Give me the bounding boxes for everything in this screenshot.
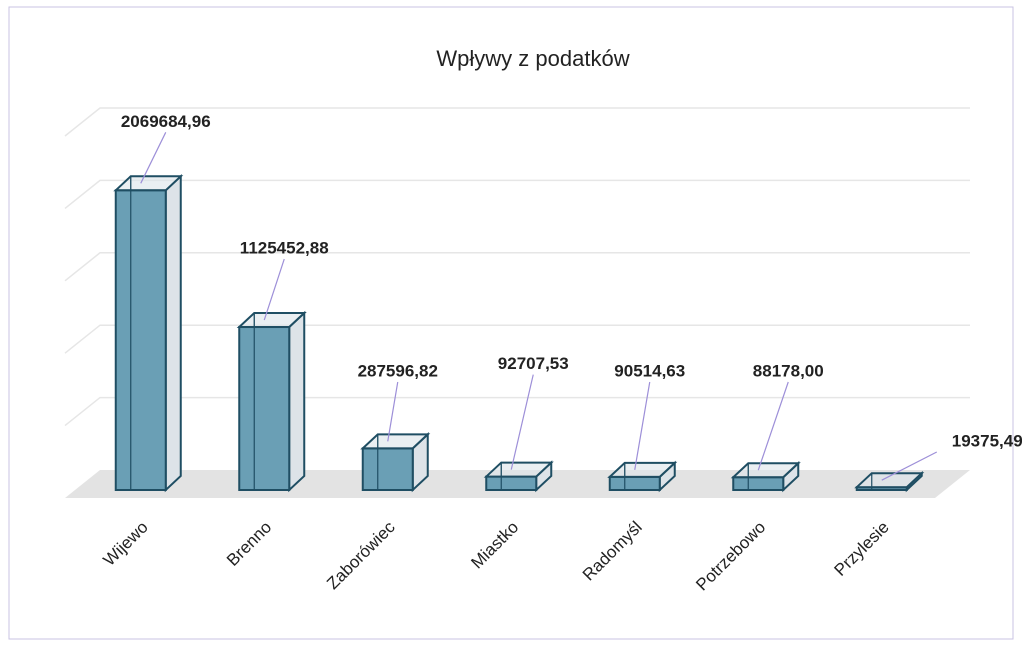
grid-line — [64, 324, 970, 354]
bar — [732, 476, 785, 491]
leader-line — [140, 132, 167, 184]
data-label: 90514,63 — [614, 361, 685, 380]
bar-top — [236, 312, 307, 329]
bar — [114, 189, 167, 491]
data-label: 19375,49 — [952, 431, 1022, 450]
leader-line — [387, 381, 399, 442]
bar-top — [607, 461, 678, 478]
bar — [608, 475, 661, 492]
data-label: 1125452,88 — [240, 239, 329, 258]
data-label: 88178,00 — [753, 361, 824, 380]
chart-title: Wpływy z podatków — [436, 46, 629, 71]
data-label: 2069684,96 — [121, 112, 211, 131]
bar-top — [360, 433, 431, 450]
bar-side — [164, 174, 182, 493]
leader-line — [881, 451, 938, 481]
bar — [361, 447, 414, 492]
grid-line — [64, 107, 970, 137]
bar-top — [113, 175, 184, 192]
grid-line — [64, 252, 970, 282]
leader-line — [634, 381, 651, 470]
leader-line — [510, 374, 534, 470]
bar-top — [854, 472, 925, 489]
bar — [485, 475, 538, 492]
bar-side — [288, 310, 306, 493]
bar — [238, 326, 291, 491]
grid-line — [64, 396, 970, 427]
bar-top — [730, 462, 801, 479]
leader-line — [757, 381, 789, 471]
bar-top — [483, 461, 554, 478]
leader-line — [263, 258, 285, 321]
data-label: 92707,53 — [498, 354, 569, 373]
data-label: 287596,82 — [358, 361, 438, 380]
grid-line — [64, 179, 970, 209]
